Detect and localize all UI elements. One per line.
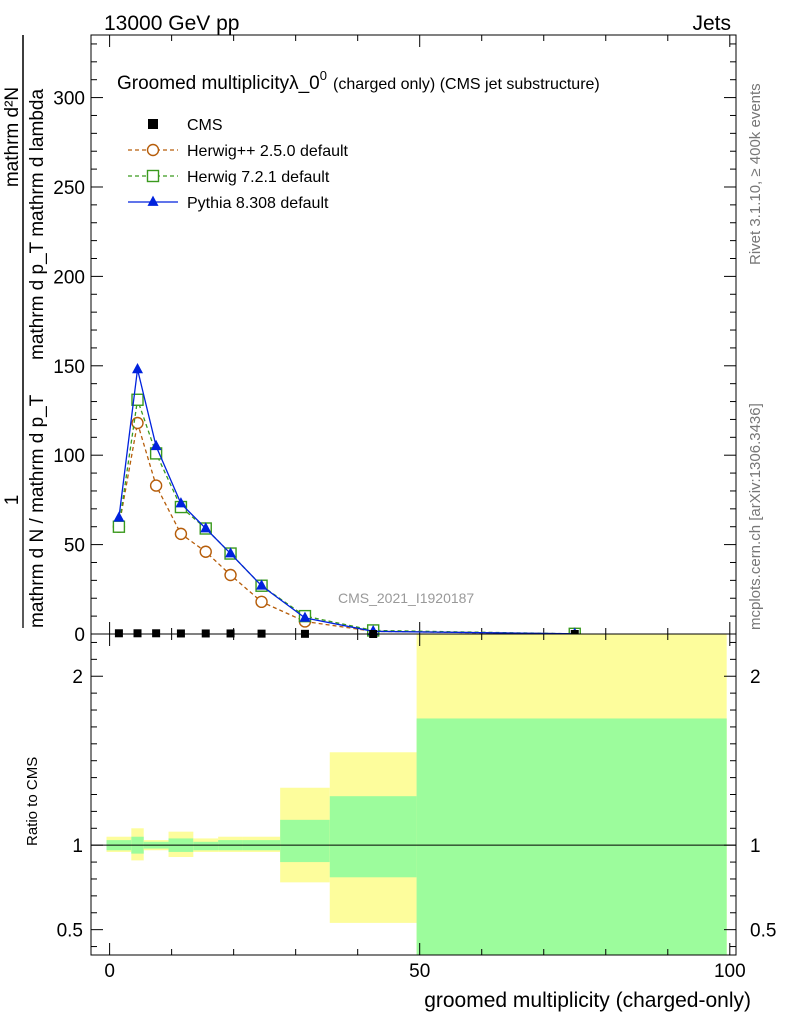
main-y-tick-label: 50: [64, 536, 85, 557]
cms-data-point: [176, 629, 185, 638]
plot-title: Groomed multiplicityλ_00 (charged only) (…: [117, 68, 600, 94]
cms-data-point: [201, 629, 210, 638]
legend-label: Herwig 7.2.1 default: [187, 169, 330, 186]
ratio-panel: 0.5 0.5 1 1 2 2 0 50 100: [57, 633, 776, 982]
cms-data-point: [148, 119, 158, 129]
analysis-watermark: CMS_2021_I1920187: [338, 590, 474, 606]
ratio-y-tick-label: 0.5: [57, 921, 83, 942]
y-label-numerator: mathrm d²N: [2, 87, 23, 187]
series-line: [118, 369, 575, 635]
cms-data-point: [114, 629, 123, 638]
plot-title-main: Groomed multiplicityλ_0: [117, 73, 320, 94]
herwigpp-data-point: [174, 527, 188, 541]
y-label-left-numerator: 1: [2, 495, 23, 506]
herwigpp-data-point: [255, 595, 268, 609]
series-1: [112, 416, 581, 641]
pythia-data-point: [132, 363, 144, 374]
x-tick-label: 50: [409, 961, 430, 982]
ratio-y-tick-label: 2: [72, 667, 83, 688]
main-y-tick-label: 0: [74, 625, 85, 646]
cms-data-point: [226, 629, 235, 638]
pythia-data-point: [113, 511, 125, 522]
pythia-data-point: [299, 611, 311, 622]
ratio-x-ticks: 0 50 100: [104, 634, 746, 982]
herwig7-data-point: [112, 520, 126, 533]
legend: CMS Herwig++ 2.5.0 default Herwig 7.2.1 de…: [128, 117, 349, 212]
herwigpp-data-point: [146, 143, 160, 157]
header-energy-label: 13000 GeV pp: [104, 12, 239, 35]
cms-data-point: [133, 629, 142, 638]
ratio-stat-band: [329, 796, 417, 878]
header-process-label: Jets: [692, 12, 731, 35]
ratio-stat-band: [280, 819, 330, 863]
ratio-y-ticks: 0.5 0.5 1 1 2 2: [57, 641, 776, 948]
ratio-bands: [106, 634, 727, 955]
ratio-y-tick-label-right: 0.5: [750, 921, 776, 942]
rivet-version-label: Rivet 3.1.10, ≥ 400k events: [747, 83, 764, 265]
ratio-y-tick-label-right: 1: [750, 836, 761, 857]
herwigpp-data-point: [149, 479, 163, 492]
ratio-stat-band: [416, 718, 727, 955]
x-tick-label: 0: [104, 961, 115, 982]
main-y-axis-label: 1 mathrm d N / mathrm d p_T mathrm d²N m…: [2, 35, 48, 628]
pythia-data-point: [256, 579, 268, 590]
main-y-tick-label: 250: [53, 178, 85, 199]
ratio-y-tick-label: 1: [72, 836, 83, 857]
main-y-tick-label: 300: [53, 89, 85, 110]
y-label-denominator: mathrm d p_T mathrm d lambda: [27, 89, 48, 360]
herwigpp-data-point: [199, 545, 212, 558]
main-y-tick-label: 150: [53, 357, 85, 378]
pythia-data-point: [225, 547, 237, 558]
y-label-left-denominator: mathrm d N / mathrm d p_T: [27, 394, 48, 628]
herwig7-data-point: [146, 169, 160, 183]
mcplots-label: mcplots.cern.ch [arXiv:1306.3436]: [747, 403, 764, 630]
main-y-tick-label: 100: [53, 446, 85, 467]
herwig7-data-point: [131, 393, 144, 406]
pythia-data-point: [150, 439, 162, 451]
main-panel: 0 50 100 150 200 250 300 Groomed multiplicityλ…: [53, 34, 737, 646]
ratio-y-axis-label: Ratio to CMS: [24, 757, 41, 846]
main-y-tick-label: 200: [53, 267, 85, 288]
plot-title-sup: 0: [320, 68, 327, 83]
x-tick-label: 100: [714, 961, 746, 982]
legend-label: Herwig++ 2.5.0 default: [187, 143, 349, 160]
x-axis-label: groomed multiplicity (charged-only): [424, 989, 751, 1012]
pythia-data-point: [175, 497, 187, 508]
plot-title-suffix: (charged only) (CMS jet substructure): [333, 76, 600, 93]
cms-data-point: [152, 629, 161, 638]
ratio-stat-band: [193, 841, 219, 851]
pythia-data-point: [147, 195, 159, 206]
legend-label: Pythia 8.308 default: [187, 195, 329, 212]
main-y-ticks: 0 50 100 150 200 250 300: [53, 43, 736, 646]
herwigpp-data-point: [224, 568, 237, 582]
ratio-y-tick-label-right: 2: [750, 667, 761, 688]
pythia-data-point: [200, 522, 212, 533]
legend-label: CMS: [187, 117, 223, 134]
